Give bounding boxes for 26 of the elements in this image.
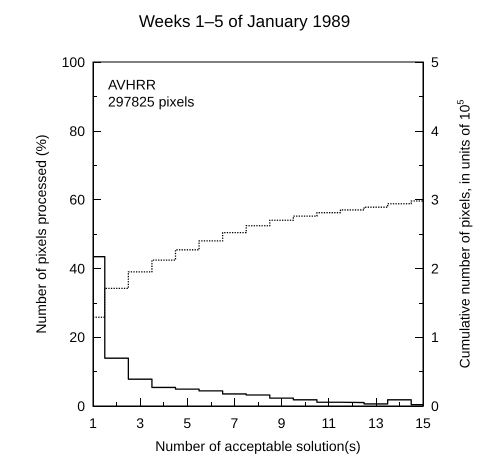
chart-title: Weeks 1–5 of January 1989 — [138, 12, 350, 31]
y2-tick-label: 0 — [431, 398, 439, 414]
y2-axis-title: Cumulative number of pixels, in units of 105 — [456, 100, 472, 368]
x-tick-label: 11 — [321, 415, 336, 431]
y2-tick-label: 5 — [431, 54, 439, 70]
y2-tick-label: 3 — [431, 192, 439, 208]
y-tick-label: 80 — [69, 122, 86, 139]
annotation: 297825 pixels — [108, 94, 194, 110]
x-axis-title: Number of acceptable solution(s) — [155, 438, 361, 454]
y-tick-label: 20 — [69, 329, 86, 346]
y-tick-label: 0 — [77, 398, 86, 414]
y-tick-label: 60 — [69, 192, 86, 208]
x-tick-label: 9 — [278, 415, 286, 431]
x-tick-label: 7 — [230, 415, 239, 431]
y2-tick-label: 4 — [431, 122, 439, 139]
y2-tick-label: 1 — [431, 329, 439, 346]
y-axis-title: Number of pixels processed (%) — [33, 134, 49, 334]
x-tick-label: 3 — [136, 415, 144, 431]
x-tick-label: 15 — [415, 415, 431, 431]
y-tick-label: 40 — [69, 260, 86, 276]
y-tick-label: 100 — [62, 54, 86, 70]
y2-tick-label: 2 — [431, 260, 439, 276]
annotation: AVHRR — [108, 76, 156, 92]
x-tick-label: 13 — [368, 415, 384, 431]
x-tick-label: 5 — [183, 415, 192, 431]
x-tick-label: 1 — [89, 415, 98, 431]
